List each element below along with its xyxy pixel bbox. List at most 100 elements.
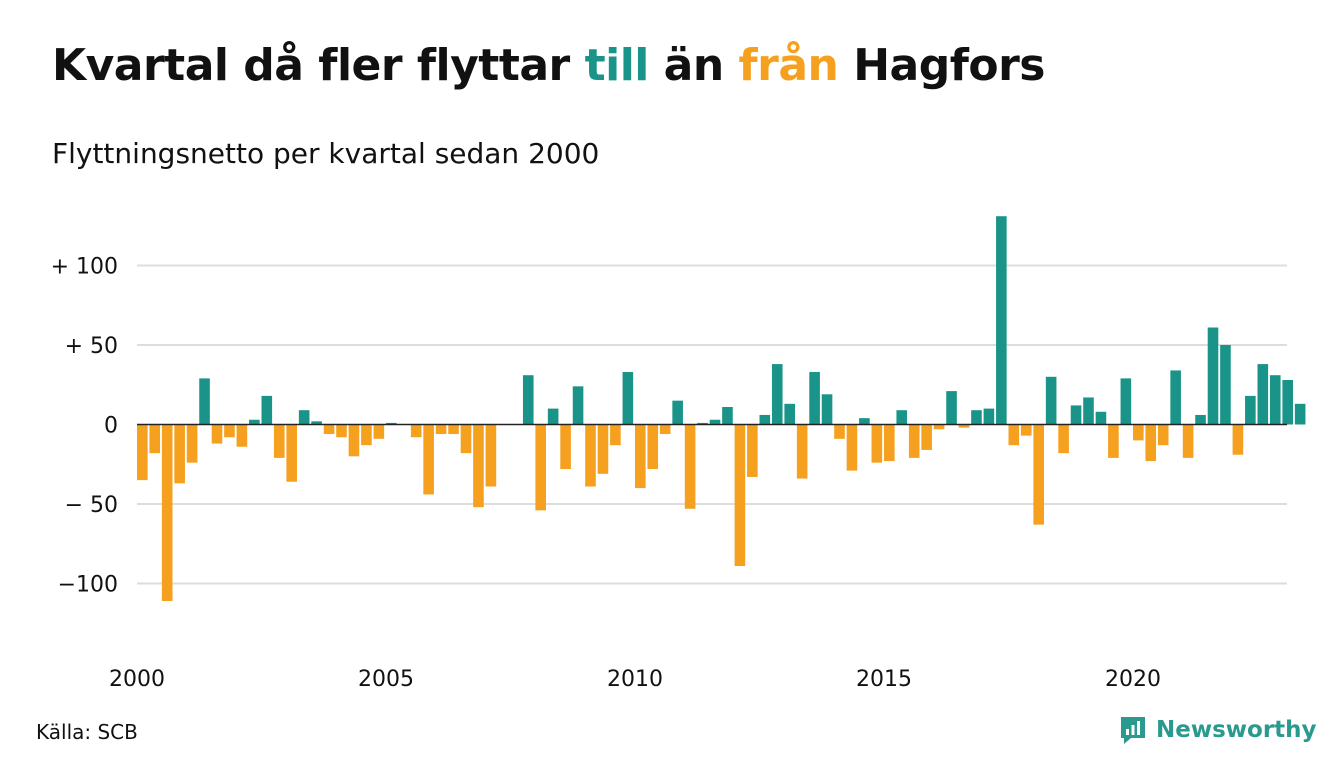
bar (647, 424, 659, 470)
newsworthy-icon (1121, 717, 1145, 744)
bars (137, 216, 1306, 601)
title-part-2: än (648, 40, 739, 91)
bar (871, 424, 883, 463)
x-tick-label: 2005 (358, 667, 414, 692)
source-label: Källa: SCB (36, 720, 138, 744)
bar (722, 407, 733, 425)
bar (597, 424, 609, 474)
bar (1269, 375, 1281, 425)
newsworthy-wordmark: Newsworthy (1156, 717, 1317, 743)
bar (771, 364, 783, 425)
bar (211, 424, 223, 444)
bar (323, 424, 335, 435)
x-tick-label: 2015 (856, 667, 912, 692)
title-part-3: Hagfors (838, 40, 1045, 91)
bar (249, 419, 260, 425)
bar (1008, 424, 1020, 446)
bar (236, 424, 248, 447)
bar (734, 424, 746, 567)
bar (1020, 424, 1032, 436)
bar (846, 424, 858, 471)
bar (460, 424, 472, 454)
bar (149, 424, 161, 454)
bar (535, 424, 546, 511)
bar (1133, 424, 1144, 441)
bar (1232, 424, 1244, 455)
bar (971, 410, 982, 425)
y-axis-ticks: + 100 + 50 0 − 50 −100 (51, 255, 118, 598)
bar (585, 424, 596, 487)
bar (821, 394, 833, 425)
bar (759, 414, 771, 425)
bar (896, 410, 908, 425)
bar (946, 391, 957, 425)
chart-title: Kvartal då fler flyttar till än från Hag… (52, 40, 1045, 91)
bar (921, 424, 932, 450)
bar (1045, 376, 1057, 425)
bar (1195, 414, 1206, 425)
bar (1120, 378, 1132, 425)
bar (859, 418, 870, 425)
bar (485, 424, 497, 487)
newsworthy-logo[interactable]: Newsworthy (1118, 714, 1317, 746)
bar (572, 386, 584, 425)
bar (348, 424, 360, 457)
bar (547, 408, 559, 425)
bar (560, 424, 571, 470)
bar (1282, 379, 1293, 425)
bar (983, 408, 995, 425)
bar (174, 424, 185, 484)
x-axis-ticks: 2000 2005 2010 2015 2020 (109, 667, 1161, 692)
bar (672, 400, 683, 425)
y-tick-label: + 50 (65, 334, 118, 359)
bar (1095, 411, 1107, 425)
bar (386, 422, 397, 425)
bar (884, 424, 895, 462)
y-tick-label: + 100 (51, 255, 118, 280)
bar (784, 403, 795, 425)
bar (298, 410, 310, 425)
bar (1145, 424, 1157, 462)
x-tick-label: 2020 (1105, 667, 1161, 692)
bar (373, 424, 385, 439)
bar (1207, 327, 1219, 425)
bar (435, 424, 447, 435)
bar (622, 372, 634, 425)
bar (161, 424, 173, 601)
bar (261, 395, 273, 425)
bar (1108, 424, 1119, 458)
y-tick-label: − 50 (65, 493, 118, 518)
bar (473, 424, 484, 508)
bar (1083, 397, 1094, 425)
bar (996, 216, 1007, 425)
bar (635, 424, 646, 489)
bar (311, 421, 322, 425)
title-part-1: Kvartal då fler flyttar (52, 40, 585, 91)
bar (423, 424, 434, 495)
bar (1070, 405, 1082, 425)
bar (610, 424, 621, 446)
bar (199, 378, 210, 425)
bar (1058, 424, 1069, 454)
bar (796, 424, 808, 479)
bar (697, 422, 708, 425)
bar (1294, 403, 1306, 425)
y-tick-label: −100 (58, 573, 118, 598)
y-tick-label: 0 (104, 414, 118, 439)
bar (933, 424, 945, 430)
bar (1170, 370, 1181, 425)
bar (1245, 395, 1256, 425)
bar (659, 424, 671, 435)
bar (1182, 424, 1194, 458)
bar (908, 424, 920, 458)
bar-chart: + 100 + 50 0 − 50 −100 2000 2005 2010 2015 2020 (51, 216, 1306, 692)
bar (336, 424, 347, 438)
bar (273, 424, 285, 458)
bar (186, 424, 198, 463)
bar (684, 424, 696, 509)
gridlines (137, 264, 1287, 585)
bar (1220, 345, 1231, 425)
bar (137, 424, 148, 481)
x-tick-label: 2010 (607, 667, 663, 692)
bar (286, 424, 297, 482)
